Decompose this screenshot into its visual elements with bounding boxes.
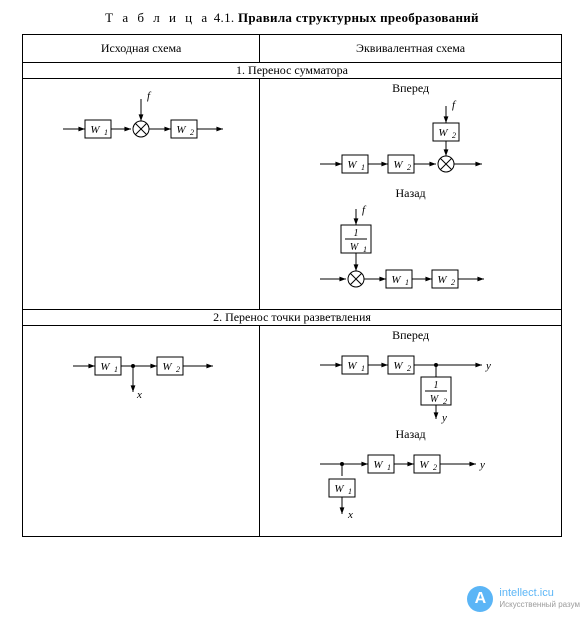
svg-text:W: W — [439, 127, 449, 139]
svg-text:2: 2 — [433, 463, 437, 472]
svg-text:1: 1 — [104, 128, 108, 137]
svg-text:x: x — [136, 389, 142, 401]
svg-text:y: y — [479, 459, 485, 471]
label-back-2: Назад — [260, 427, 561, 442]
svg-text:y: y — [441, 412, 447, 424]
diagram-2-forward: W1W2y1W2y — [260, 345, 550, 425]
svg-text:W: W — [348, 159, 358, 171]
diagram-2-source: W1xW2 — [23, 326, 253, 536]
svg-text:1: 1 — [348, 487, 352, 496]
svg-text:W: W — [392, 274, 402, 286]
svg-text:1: 1 — [363, 245, 367, 254]
svg-text:2: 2 — [452, 131, 456, 140]
label-forward-2: Вперед — [260, 328, 561, 343]
caption-number: 4.1. — [214, 10, 235, 25]
svg-text:2: 2 — [407, 163, 411, 172]
watermark-text: intellect.icu Искусственный разум — [499, 588, 580, 610]
svg-text:W: W — [394, 159, 404, 171]
svg-text:W: W — [394, 360, 404, 372]
label-back-1: Назад — [260, 186, 561, 201]
row2-equiv: Вперед W1W2y1W2y Назад W1W2yW1x — [260, 326, 562, 537]
svg-text:W: W — [438, 274, 448, 286]
label-forward-1: Вперед — [260, 81, 561, 96]
svg-text:W: W — [348, 360, 358, 372]
diagram-1-source: W1fW2 — [23, 79, 253, 309]
svg-text:y: y — [485, 360, 491, 372]
diagram-2-back: W1W2yW1x — [260, 444, 550, 524]
svg-text:1: 1 — [361, 163, 365, 172]
svg-text:W: W — [90, 124, 100, 136]
svg-text:1: 1 — [405, 278, 409, 287]
svg-text:W: W — [162, 361, 172, 373]
rules-table: Исходная схема Эквивалентная схема 1. Пе… — [22, 34, 562, 537]
svg-text:f: f — [362, 204, 367, 216]
svg-text:f: f — [452, 99, 457, 111]
diagram-1-back: W1W21W1f — [260, 203, 550, 299]
svg-text:1: 1 — [434, 380, 439, 391]
svg-text:2: 2 — [407, 364, 411, 373]
row1-equiv: Вперед W1W2W2f Назад W1W21W1f — [260, 79, 562, 310]
svg-text:1: 1 — [361, 364, 365, 373]
svg-text:W: W — [374, 459, 384, 471]
row1-source: W1fW2 — [23, 79, 260, 310]
svg-text:1: 1 — [114, 365, 118, 374]
diagram-1-forward: W1W2W2f — [260, 98, 550, 184]
watermark-icon: А — [467, 586, 493, 612]
table-caption: Т а б л и ц а 4.1. Правила структурных п… — [22, 10, 562, 26]
svg-text:1: 1 — [354, 228, 359, 239]
svg-text:W: W — [420, 459, 430, 471]
svg-text:2: 2 — [190, 128, 194, 137]
caption-prefix: Т а б л и ц а — [105, 10, 210, 25]
caption-text: Правила структурных преобразований — [238, 10, 479, 25]
svg-text:2: 2 — [451, 278, 455, 287]
svg-text:W: W — [335, 483, 345, 495]
svg-text:1: 1 — [387, 463, 391, 472]
svg-text:2: 2 — [443, 397, 447, 406]
section-2-title: 2. Перенос точки разветвления — [23, 310, 562, 326]
col-header-source: Исходная схема — [23, 35, 260, 63]
row2-source: W1xW2 — [23, 326, 260, 537]
svg-text:x: x — [347, 509, 353, 521]
svg-text:f: f — [147, 90, 152, 102]
svg-text:W: W — [100, 361, 110, 373]
col-header-equiv: Эквивалентная схема — [260, 35, 562, 63]
section-1-title: 1. Перенос сумматора — [23, 63, 562, 79]
watermark: А intellect.icu Искусственный разум — [467, 586, 580, 612]
svg-text:W: W — [176, 124, 186, 136]
svg-text:2: 2 — [176, 365, 180, 374]
